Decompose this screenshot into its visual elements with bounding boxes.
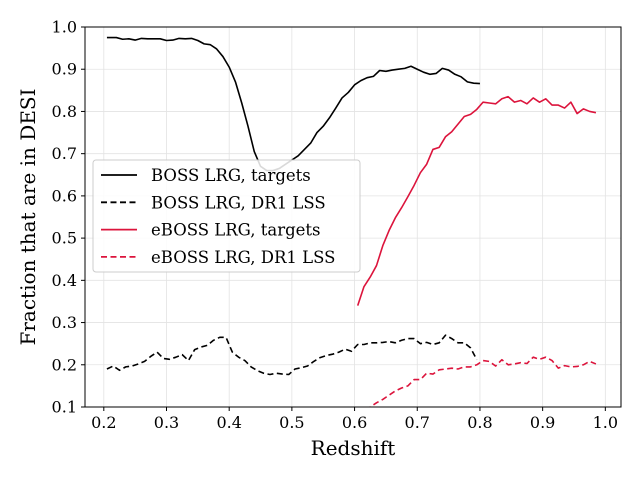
legend-label-2: BOSS LRG, DR1 LSS	[151, 193, 326, 212]
x-tick-label: 0.4	[216, 413, 241, 432]
y-tick-label: 0.8	[52, 102, 77, 121]
x-tick-label: 0.7	[405, 413, 430, 432]
x-tick-label: 1.0	[593, 413, 618, 432]
legend-label-3: eBOSS LRG, targets	[151, 221, 321, 240]
y-tick-label: 0.2	[52, 355, 77, 374]
y-tick-label: 0.5	[52, 229, 77, 248]
y-tick-label: 0.4	[52, 271, 77, 290]
legend-box	[92, 159, 361, 273]
y-tick-label: 0.3	[52, 313, 77, 332]
series-line-3	[356, 95, 597, 306]
plot-frame	[84, 26, 622, 408]
legend: BOSS LRG, targets BOSS LRG, DR1 LSS eBOSS …	[92, 159, 361, 273]
series-line-4	[368, 356, 597, 407]
x-tick-label: 0.5	[279, 413, 304, 432]
x-tick-label: 0.6	[342, 413, 367, 432]
y-axis-label: Fraction that are in DESI	[16, 88, 40, 345]
series-line-1	[106, 36, 481, 172]
legend-label-1: BOSS LRG, targets	[151, 166, 311, 185]
x-tick-label: 0.3	[154, 413, 179, 432]
x-axis-label: Redshift	[311, 436, 396, 460]
y-tick-label: 0.7	[52, 144, 77, 163]
series-layer	[106, 36, 597, 407]
y-tick-label: 0.9	[52, 60, 77, 79]
y-tick-label: 0.1	[52, 398, 77, 417]
axis-ticks: 0.2 0.3 0.4 0.5 0.6 0.7 0.8 0.9 1.0 0.1 0.2 0.3 0.4 0…	[52, 18, 619, 433]
x-tick-label: 0.9	[530, 413, 555, 432]
legend-label-4: eBOSS LRG, DR1 LSS	[151, 248, 335, 267]
y-tick-label: 1.0	[52, 18, 77, 37]
x-tick-label: 0.2	[91, 413, 116, 432]
y-tick-label: 0.6	[52, 186, 77, 205]
series-line-2	[106, 334, 478, 376]
x-tick-label: 0.8	[467, 413, 492, 432]
